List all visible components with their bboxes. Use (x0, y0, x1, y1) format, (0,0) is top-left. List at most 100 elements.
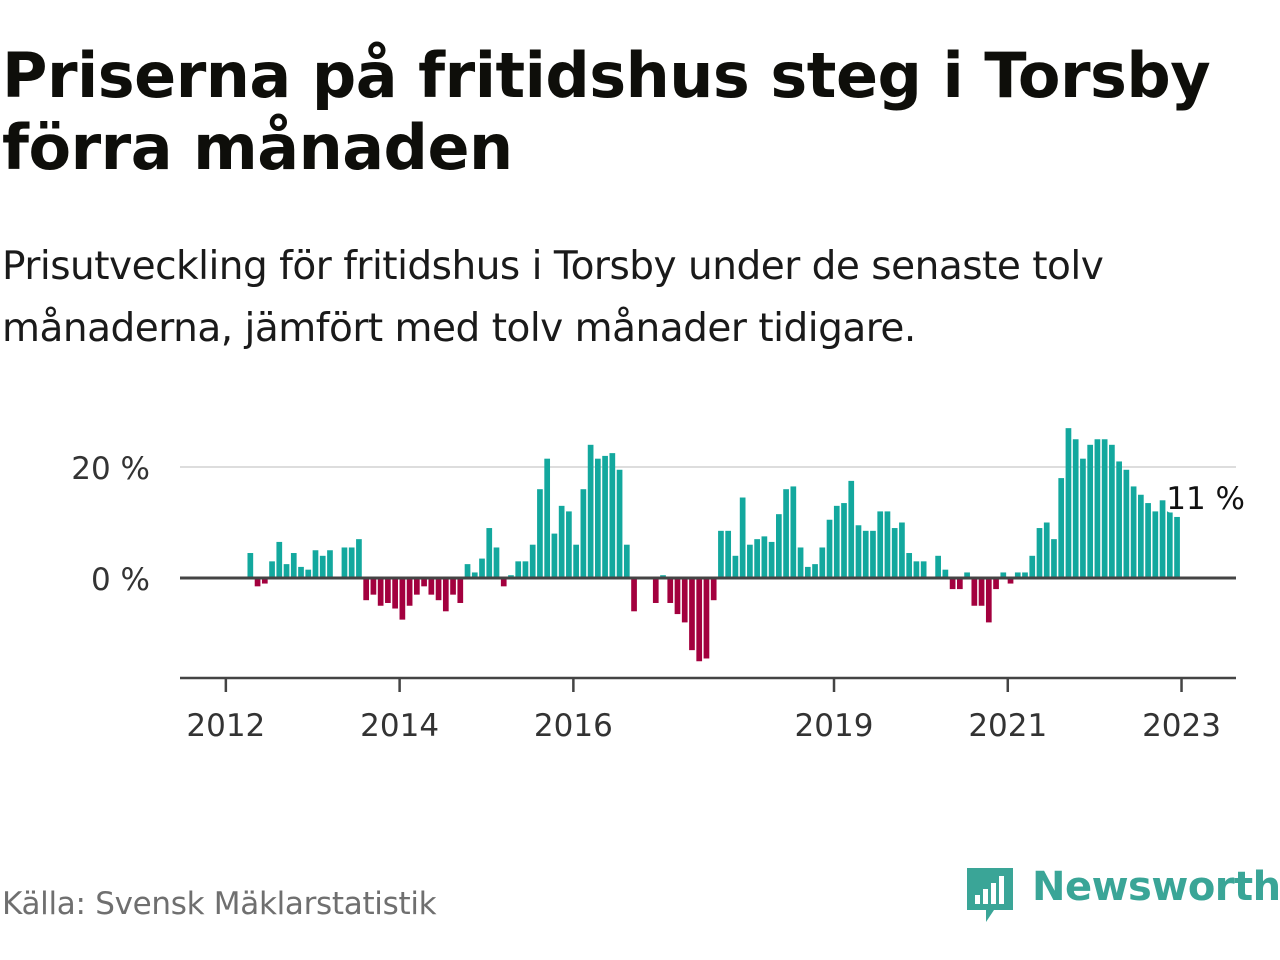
bar (1116, 461, 1122, 578)
bar (1123, 469, 1130, 578)
bar (949, 578, 956, 590)
bar (399, 578, 406, 620)
bar (1152, 511, 1159, 578)
bar (247, 553, 254, 578)
bar (1166, 511, 1173, 578)
bar (1174, 516, 1180, 578)
bar (464, 564, 471, 579)
bar (254, 578, 261, 587)
bar (1029, 555, 1036, 578)
bar (754, 539, 760, 578)
bar (450, 578, 456, 595)
bar (566, 511, 572, 578)
bar (718, 530, 724, 578)
bar (870, 530, 876, 578)
bar (1159, 500, 1166, 578)
bar (298, 566, 304, 578)
bar (537, 489, 543, 578)
bar (899, 522, 905, 578)
source-note: Källa: Svensk Mäklarstatistik (2, 886, 437, 922)
bar (1145, 503, 1151, 578)
bar (283, 564, 290, 579)
bar (768, 541, 775, 578)
bar (920, 561, 927, 578)
bar (602, 455, 608, 578)
bar (1087, 444, 1094, 578)
bar (522, 561, 529, 578)
bar (1065, 428, 1072, 578)
bar (652, 578, 659, 603)
bar (421, 578, 427, 587)
bar (623, 544, 630, 578)
bar (783, 489, 789, 578)
bar (457, 578, 464, 603)
bar (812, 564, 818, 579)
bar (855, 525, 862, 578)
bar (616, 469, 623, 578)
bar (609, 453, 616, 579)
bar (819, 547, 826, 578)
bar (471, 572, 478, 578)
bar (862, 530, 869, 578)
bar (385, 578, 391, 603)
bar (848, 480, 855, 579)
bar (580, 489, 587, 578)
bar (269, 561, 275, 578)
bar (500, 578, 507, 587)
bar (1000, 572, 1007, 578)
bar (739, 497, 746, 578)
bar (428, 578, 435, 595)
bar (1080, 458, 1086, 578)
bar (493, 547, 500, 578)
bar (1094, 439, 1101, 578)
bar (1109, 444, 1115, 578)
bar (804, 566, 811, 578)
bar (631, 578, 637, 612)
bar (1007, 578, 1014, 584)
bar (674, 578, 681, 615)
bar (341, 547, 348, 578)
bar (1043, 522, 1050, 578)
bar (978, 578, 985, 606)
x-tick-label: 2023 (1142, 708, 1221, 744)
bar (942, 569, 949, 578)
bar (790, 486, 797, 578)
bar (971, 578, 978, 606)
x-tick-label: 2021 (968, 708, 1047, 744)
bar (529, 544, 536, 578)
bar (479, 558, 485, 578)
bar (558, 505, 565, 578)
bar (732, 555, 739, 578)
bar (891, 528, 898, 578)
bar (1036, 528, 1043, 578)
bar (356, 539, 362, 578)
bar (276, 541, 283, 578)
bar (261, 578, 268, 584)
bar (884, 511, 891, 578)
bar (290, 553, 297, 578)
bar (985, 578, 992, 623)
bar (442, 578, 449, 612)
bar (363, 578, 370, 601)
bar (1138, 494, 1144, 578)
bar (406, 578, 413, 606)
bar (435, 578, 442, 601)
x-tick-label: 2019 (795, 708, 874, 744)
bar (993, 578, 999, 590)
y-tick-label: 0 % (91, 562, 150, 598)
bar (348, 547, 355, 578)
bar (1014, 572, 1021, 578)
bar-chart: 0 % 20 % 2012 2014 2016 2019 2021 2023 11 % (71, 428, 1246, 744)
bar (544, 458, 551, 578)
bar (312, 550, 319, 578)
bar (689, 578, 695, 651)
bar (877, 511, 884, 578)
bar (1101, 439, 1108, 578)
bars (247, 428, 1180, 662)
bar (377, 578, 384, 606)
axes (180, 576, 1236, 692)
bar (957, 578, 963, 590)
bar (906, 553, 913, 578)
brand-name: Newsworthy (1032, 864, 1280, 910)
bar (370, 578, 377, 595)
